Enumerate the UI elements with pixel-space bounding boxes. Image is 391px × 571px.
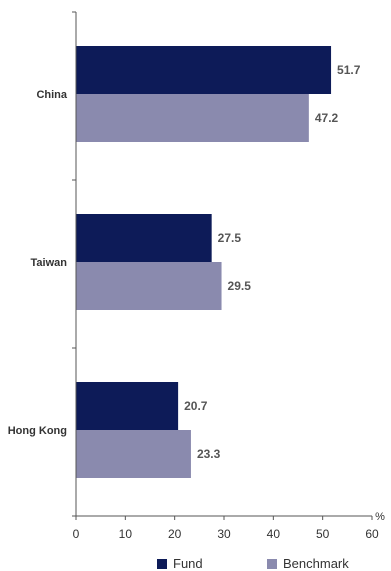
x-tick-label: 20: [168, 527, 182, 541]
legend-swatch-benchmark: [267, 558, 277, 569]
bar-hong-kong-fund: [76, 382, 179, 430]
bar-hong-kong-benchmark: [76, 430, 191, 478]
bar-taiwan-fund: [76, 214, 212, 262]
legend: Fund Benchmark: [0, 556, 391, 571]
x-tick-label: 60: [365, 527, 379, 541]
data-label-taiwan-benchmark: 29.5: [228, 279, 252, 293]
category-label-hong-kong: Hong Kong: [8, 425, 67, 437]
legend-label-fund: Fund: [173, 556, 203, 571]
data-label-hong-kong-fund: 20.7: [184, 399, 208, 413]
axes-layer: China Taiwan Hong Kong 0 10 20 30 40 50 60: [8, 11, 379, 541]
bar-china-fund: [76, 46, 332, 94]
data-label-china-benchmark: 47.2: [315, 111, 339, 125]
data-label-china-fund: 51.7: [337, 63, 361, 77]
data-label-hong-kong-benchmark: 23.3: [197, 447, 221, 461]
bar-china-benchmark: [76, 94, 309, 142]
bars-layer: 51.7 47.2 27.5 29.5 20.7 23.3: [76, 46, 361, 478]
legend-item-fund: Fund: [157, 556, 203, 571]
x-tick-label: 40: [267, 527, 281, 541]
category-label-china: China: [36, 89, 67, 101]
bar-taiwan-benchmark: [76, 262, 222, 310]
legend-item-benchmark: Benchmark: [267, 556, 349, 571]
x-tick-label: 30: [217, 527, 231, 541]
x-tick-label: 0: [73, 527, 80, 541]
data-label-taiwan-fund: 27.5: [218, 231, 242, 245]
x-tick-label: 50: [316, 527, 330, 541]
x-tick-label: 10: [119, 527, 133, 541]
category-label-taiwan: Taiwan: [31, 257, 68, 269]
x-unit-label: %: [375, 511, 385, 523]
legend-swatch-fund: [157, 558, 167, 569]
legend-label-benchmark: Benchmark: [283, 556, 349, 571]
